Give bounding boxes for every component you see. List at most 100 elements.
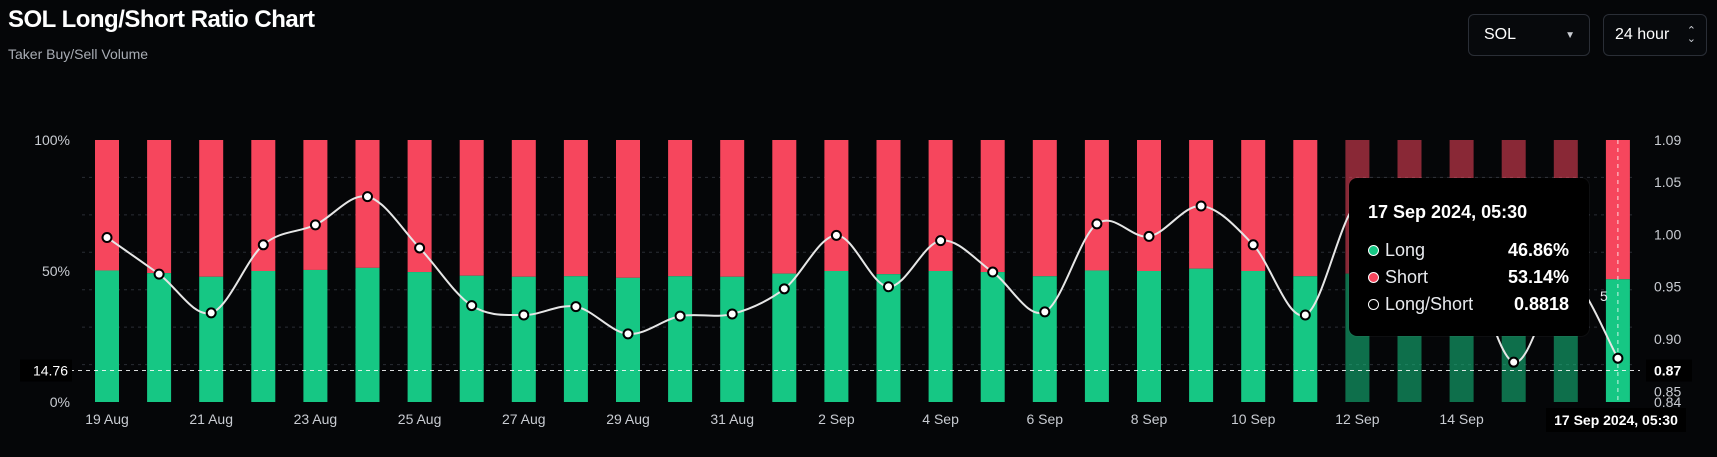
ratio-point xyxy=(257,239,269,251)
ratio-point xyxy=(101,231,113,243)
long-bar xyxy=(459,275,484,402)
tooltip-row-long: Long 46.86% xyxy=(1368,239,1569,261)
left-marker-box xyxy=(20,359,72,382)
x-axis-tick: 27 Aug xyxy=(502,411,546,427)
ratio-point xyxy=(518,309,530,321)
x-axis-tick: 21 Aug xyxy=(189,411,233,427)
short-bar xyxy=(1241,140,1266,271)
short-bar xyxy=(668,140,693,277)
long-bar xyxy=(1241,271,1266,402)
period-select[interactable]: 24 hour ⌃ ⌄ xyxy=(1603,14,1707,56)
long-bar xyxy=(928,271,953,402)
ratio-point xyxy=(1039,306,1051,318)
coin-select-value: SOL xyxy=(1484,26,1517,43)
ratio-point xyxy=(1091,218,1103,230)
tooltip-time: 17 Sep 2024, 05:30 xyxy=(1368,202,1528,222)
short-bar xyxy=(1137,140,1161,271)
ratio-point xyxy=(1247,239,1259,251)
x-axis-tick: 8 Sep xyxy=(1131,411,1168,427)
ratio-point xyxy=(466,300,478,312)
right-axis-tick: 0.90 xyxy=(1654,331,1681,347)
up-down-chevron-icon: ⌃ ⌄ xyxy=(1686,25,1696,45)
left-marker-label: 14.76 xyxy=(33,363,68,379)
coin-select[interactable]: SOL ▼ xyxy=(1468,14,1590,56)
crosshair-date-label: 17 Sep 2024, 05:30 xyxy=(1554,412,1678,428)
ratio-point xyxy=(1508,356,1520,368)
short-bar xyxy=(1032,140,1057,277)
short-bar xyxy=(303,140,328,270)
x-axis-tick: 23 Aug xyxy=(294,411,338,427)
ratio-point xyxy=(205,307,217,319)
ratio-point xyxy=(726,308,738,320)
ratio-point xyxy=(935,235,947,247)
long-bar xyxy=(668,276,693,402)
x-axis-tick: 29 Aug xyxy=(606,411,650,427)
tooltip-value: 46.86% xyxy=(1507,239,1569,260)
short-bar xyxy=(355,140,380,268)
short-bar xyxy=(459,140,484,276)
ratio-point xyxy=(1299,309,1311,321)
long-bar xyxy=(199,276,224,402)
chart-axes: 100%50%0%14.761.091.051.000.950.900.850.… xyxy=(20,132,1692,432)
tooltip-label: Long xyxy=(1385,239,1426,260)
tooltip-row-ratio: Long/Short 0.8818 xyxy=(1368,293,1569,315)
long-bar xyxy=(980,272,1005,402)
tooltip-row-short: Short 53.14% xyxy=(1368,266,1569,288)
ratio-dot-icon xyxy=(1368,298,1379,310)
page-title: SOL Long/Short Ratio Chart xyxy=(8,6,315,33)
hover-label-partial: 5 xyxy=(1600,288,1608,304)
long-bar xyxy=(616,277,640,402)
right-axis-tick: 0.85 xyxy=(1654,384,1681,400)
short-bar xyxy=(1605,140,1630,280)
left-axis-tick: 50% xyxy=(42,263,70,279)
ratio-point xyxy=(778,283,790,295)
ratio-point xyxy=(674,310,686,322)
long-bar xyxy=(1137,271,1161,402)
long-bar xyxy=(147,273,172,402)
x-axis-tick: 12 Sep xyxy=(1335,411,1380,427)
long-bar xyxy=(1293,276,1318,402)
x-axis-tick: 4 Sep xyxy=(922,411,959,427)
short-bar xyxy=(147,140,172,274)
right-axis-tick: 0.95 xyxy=(1654,279,1681,295)
short-bar xyxy=(199,140,224,277)
caret-down-icon: ▼ xyxy=(1565,29,1575,41)
short-bar xyxy=(251,140,276,271)
right-marker-box xyxy=(1646,359,1692,382)
long-bar xyxy=(824,271,849,402)
left-axis-tick: 100% xyxy=(34,132,70,148)
x-axis-tick: 2 Sep xyxy=(818,411,855,427)
ratio-point xyxy=(1195,200,1207,212)
ratio-point xyxy=(622,328,634,340)
ratio-point xyxy=(987,266,999,278)
ratio-point xyxy=(830,229,842,241)
long-bar xyxy=(1189,268,1214,402)
long-dot-icon xyxy=(1368,244,1379,256)
right-axis-tick: 0.84 xyxy=(1654,394,1681,410)
short-bar xyxy=(928,140,953,271)
x-axis-tick: 6 Sep xyxy=(1027,411,1064,427)
long-bar xyxy=(1084,270,1109,402)
short-bar xyxy=(720,140,745,277)
short-bar xyxy=(511,140,536,277)
long-bar xyxy=(876,274,901,402)
crosshair-date-box xyxy=(1546,408,1686,432)
ratio-point xyxy=(309,219,321,231)
chart-tooltip: 17 Sep 2024, 05:30 Long 46.86% Short 53.… xyxy=(1349,178,1589,336)
long-bar xyxy=(720,276,745,402)
short-bar xyxy=(824,140,849,271)
period-select-value: 24 hour xyxy=(1615,26,1670,43)
short-bar xyxy=(772,140,797,274)
long-bar xyxy=(251,271,276,402)
right-marker-label: 0.87 xyxy=(1654,363,1681,379)
tooltip-value: 53.14% xyxy=(1507,266,1569,287)
right-axis-tick: 1.00 xyxy=(1654,226,1681,242)
long-bar xyxy=(511,276,536,402)
ratio-point xyxy=(883,281,894,293)
ratio-point xyxy=(1143,230,1155,242)
right-axis-tick: 1.09 xyxy=(1654,132,1681,148)
short-bar xyxy=(980,140,1005,273)
long-bar xyxy=(1032,276,1057,402)
left-axis-tick: 0% xyxy=(50,394,70,410)
ratio-point xyxy=(362,191,373,203)
